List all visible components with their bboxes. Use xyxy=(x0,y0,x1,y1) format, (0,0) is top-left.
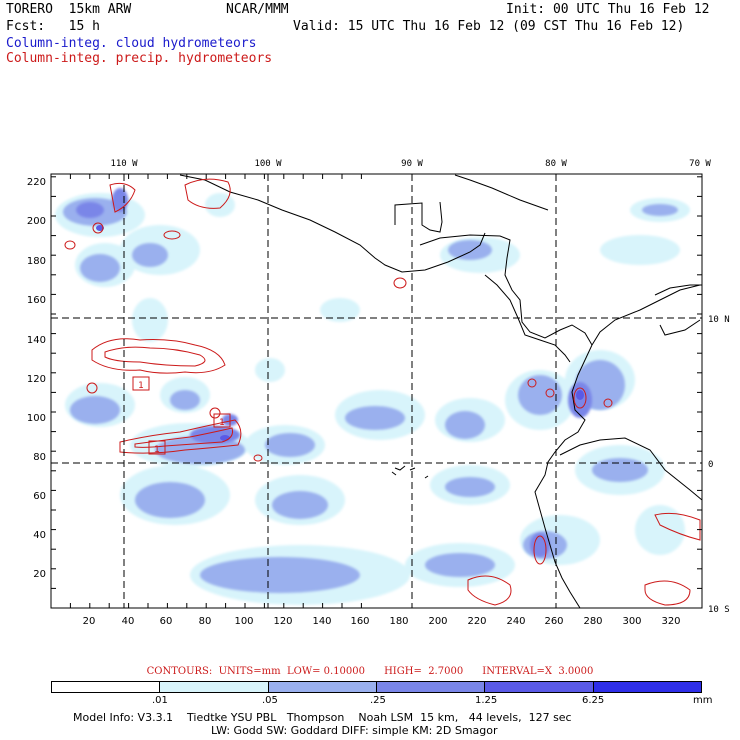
y-index: 220 xyxy=(27,177,46,188)
cloud-shading xyxy=(55,188,690,605)
legend-swatch xyxy=(485,682,594,692)
contour-label-boxes: 1 1 1 xyxy=(132,376,231,455)
x-index: 320 xyxy=(661,616,680,627)
contours-info: CONTOURS: UNITS=mm LOW= 0.10000 HIGH= 2.… xyxy=(146,666,594,677)
y-index: 40 xyxy=(33,530,46,541)
legend-swatch xyxy=(160,682,269,692)
x-index-labels: 20 40 60 80 100 120 140 160 180 200 220 … xyxy=(83,616,681,627)
model-info: Model Info: V3.3.1 Tiedtke YSU PBL Thomp… xyxy=(73,711,572,737)
x-index: 260 xyxy=(544,616,563,627)
lon-label: 70 W xyxy=(689,159,711,169)
x-index: 40 xyxy=(122,616,135,627)
model-info-line1: Model Info: V3.3.1 Tiedtke YSU PBL Thomp… xyxy=(73,711,572,724)
x-index: 200 xyxy=(428,616,447,627)
y-index: 140 xyxy=(27,335,46,346)
x-index: 80 xyxy=(199,616,212,627)
lat-label: 10 N xyxy=(708,315,730,325)
lon-labels: 110 W 100 W 90 W 80 W 70 W xyxy=(110,159,711,169)
axis-ticks xyxy=(50,174,702,609)
contour-label-box xyxy=(213,413,231,428)
x-index: 160 xyxy=(350,616,369,627)
precip-contours xyxy=(64,178,701,606)
init-time: Init: 00 UTC Thu 16 Feb 12 xyxy=(506,2,710,17)
model-info-line2: LW: Godd SW: Goddard DIFF: simple KM: 2D… xyxy=(211,724,498,737)
y-index: 180 xyxy=(27,256,46,267)
x-index: 300 xyxy=(622,616,641,627)
center-label: NCAR/MMM xyxy=(226,2,289,17)
lat-labels: 10 N 0 10 S xyxy=(708,315,730,615)
contour-label: 1 xyxy=(138,381,144,391)
legend-unit: mm xyxy=(693,695,713,706)
contour-label: 1 xyxy=(154,445,160,455)
forecast-hour: Fcst: 15 h xyxy=(6,19,100,34)
x-index: 180 xyxy=(389,616,408,627)
y-index-labels: 220 200 180 160 140 120 100 80 60 40 20 xyxy=(27,177,46,580)
y-index: 80 xyxy=(33,452,46,463)
field-precip-label: Column-integ. precip. hydrometeors xyxy=(6,51,273,66)
latlon-grid xyxy=(51,174,702,608)
contour-label: 1 xyxy=(219,418,225,428)
legend-level: 6.25 xyxy=(582,695,605,706)
lon-label: 110 W xyxy=(110,159,138,169)
legend-level: .05 xyxy=(262,695,278,706)
legend-swatch xyxy=(52,682,161,692)
legend-level: 1.25 xyxy=(475,695,498,706)
field-cloud-label: Column-integ. cloud hydrometeors xyxy=(6,36,257,51)
x-index: 120 xyxy=(273,616,292,627)
y-index: 160 xyxy=(27,295,46,306)
y-index: 120 xyxy=(27,374,46,385)
y-index: 20 xyxy=(33,569,46,580)
valid-time: Valid: 15 UTC Thu 16 Feb 12 (09 CST Thu … xyxy=(293,19,685,34)
lon-label: 100 W xyxy=(254,159,282,169)
x-index: 20 xyxy=(83,616,96,627)
contour-label-box xyxy=(132,376,150,391)
legend-swatch xyxy=(376,682,486,692)
x-index: 240 xyxy=(506,616,525,627)
map-frame xyxy=(50,173,703,609)
x-index: 100 xyxy=(234,616,253,627)
x-index: 280 xyxy=(583,616,602,627)
y-index: 100 xyxy=(27,413,46,424)
legend-level: .01 xyxy=(152,695,168,706)
x-index: 220 xyxy=(467,616,486,627)
x-index: 140 xyxy=(312,616,331,627)
lon-label: 80 W xyxy=(545,159,567,169)
model-title: TORERO 15km ARW xyxy=(6,2,132,17)
y-index: 60 xyxy=(33,491,46,502)
contour-label-box xyxy=(148,440,166,455)
coastlines xyxy=(179,174,702,608)
legend-swatch xyxy=(268,682,377,692)
color-legend xyxy=(51,681,702,693)
legend-swatch xyxy=(593,682,701,692)
y-index: 200 xyxy=(27,216,46,227)
lat-label: 0 xyxy=(708,460,713,470)
lon-label: 90 W xyxy=(401,159,423,169)
x-index: 60 xyxy=(160,616,173,627)
lat-label: 10 S xyxy=(708,605,730,615)
legend-level: .25 xyxy=(370,695,386,706)
